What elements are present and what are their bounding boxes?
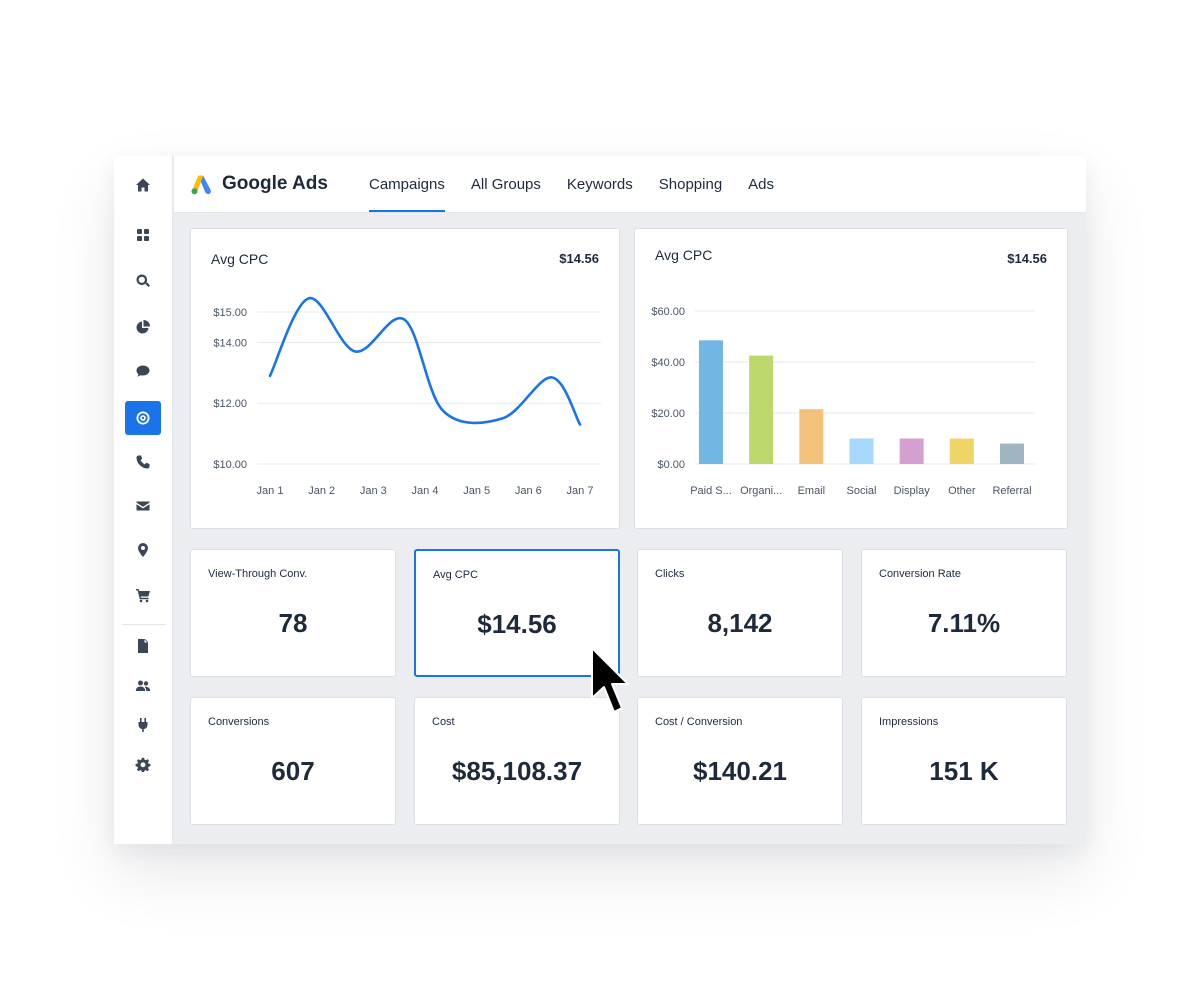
x-tick-label: Organi...: [740, 485, 782, 497]
kpi-label: View-Through Conv.: [208, 568, 308, 580]
tab-keywords[interactable]: Keywords: [566, 176, 633, 193]
app-title: Google Ads: [222, 173, 328, 194]
kpi-value: 151 K: [929, 756, 999, 786]
x-tick-label: Referral: [992, 485, 1031, 497]
y-tick-label: $12.00: [213, 398, 247, 410]
cart-icon[interactable]: [125, 578, 161, 612]
kpi-label: Conversions: [208, 716, 270, 728]
target-icon[interactable]: [125, 401, 161, 435]
x-tick-label: Other: [948, 485, 976, 497]
document-icon[interactable]: [125, 629, 161, 663]
kpi-card[interactable]: Avg CPC $14.56: [414, 549, 620, 677]
dashboard-window: Google Ads Campaigns All Groups Keywords Sh…: [114, 156, 1086, 844]
y-tick-label: $15.00: [213, 307, 247, 319]
x-tick-label: Jan 6: [515, 485, 542, 497]
bar: [699, 340, 723, 464]
x-tick-label: Jan 5: [463, 485, 490, 497]
y-tick-label: $10.00: [213, 459, 247, 471]
kpi-value: $140.21: [693, 756, 787, 786]
bar-chart: $60.00 $40.00 $20.00 $0.00 Paid S... Organi..…: [651, 306, 1035, 497]
x-tick-label: Social: [847, 485, 877, 497]
kpi-value: 78: [278, 608, 308, 638]
bar: [849, 438, 874, 464]
bar-chart-panel: Avg CPC $14.56 $60.00 $40.00 $20.00 $0.00 Pa…: [634, 228, 1068, 529]
kpi-card[interactable]: Impressions 151 K: [861, 697, 1067, 825]
tab-campaigns[interactable]: Campaigns: [369, 156, 445, 212]
line-chart-title: Avg CPC: [211, 251, 269, 267]
google-ads-logo-icon: [191, 175, 211, 195]
kpi-value: $14.56: [477, 609, 557, 639]
y-tick-label: $60.00: [651, 306, 685, 318]
y-tick-label: $0.00: [657, 459, 685, 471]
mail-icon[interactable]: [125, 489, 161, 523]
tab-ads[interactable]: Ads: [748, 176, 775, 193]
tab-bar: Campaigns All Groups Keywords Shopping Ads: [369, 156, 800, 212]
users-icon[interactable]: [125, 669, 161, 703]
sidebar: [114, 156, 173, 844]
pie-chart-icon[interactable]: [125, 310, 161, 344]
x-tick-label: Email: [798, 485, 826, 497]
avg-cpc-line: [268, 297, 582, 426]
chat-icon[interactable]: [125, 354, 161, 388]
kpi-label: Conversion Rate: [879, 568, 961, 580]
phone-icon[interactable]: [125, 445, 161, 479]
location-pin-icon[interactable]: [125, 533, 161, 567]
top-bar: Google Ads Campaigns All Groups Keywords Sh…: [174, 156, 1086, 213]
kpi-value: 7.11%: [927, 608, 1001, 638]
bar: [899, 438, 924, 464]
dashboard-icon[interactable]: [125, 218, 161, 252]
y-tick-label: $20.00: [651, 408, 685, 420]
brand: Google Ads: [190, 173, 328, 195]
x-tick-label: Jan 4: [412, 485, 439, 497]
kpi-label: Avg CPC: [433, 569, 479, 581]
search-icon[interactable]: [125, 264, 161, 298]
mouse-cursor-icon: [591, 647, 629, 713]
bar: [799, 409, 824, 464]
kpi-label: Cost: [432, 716, 455, 728]
kpi-card[interactable]: Conversion Rate 7.11%: [861, 549, 1067, 677]
bar: [949, 438, 974, 464]
x-tick-label: Paid S...: [690, 485, 732, 497]
home-icon[interactable]: [125, 168, 161, 202]
sidebar-divider: [122, 624, 166, 625]
kpi-label: Clicks: [655, 568, 685, 580]
y-tick-label: $14.00: [213, 337, 247, 349]
line-chart: $15.00 $14.00 $12.00 $10.00 Jan 1 Jan 2 Jan 3 J…: [213, 297, 601, 497]
kpi-label: Impressions: [879, 716, 939, 728]
line-chart-value: $14.56: [559, 251, 599, 266]
x-tick-label: Jan 3: [360, 485, 387, 497]
bar-chart-title: Avg CPC: [655, 247, 713, 263]
bar-chart-value: $14.56: [1007, 251, 1047, 266]
gear-icon[interactable]: [125, 748, 161, 782]
x-tick-label: Display: [894, 485, 931, 497]
kpi-value: $85,108.37: [451, 756, 583, 786]
x-tick-label: Jan 2: [308, 485, 335, 497]
kpi-label: Cost / Conversion: [655, 716, 743, 728]
x-tick-label: Jan 7: [567, 485, 594, 497]
kpi-value: 8,142: [707, 608, 773, 638]
kpi-card[interactable]: Clicks 8,142: [637, 549, 843, 677]
kpi-card[interactable]: Cost $85,108.37: [414, 697, 620, 825]
y-tick-label: $40.00: [651, 357, 685, 369]
x-tick-label: Jan 1: [257, 485, 284, 497]
kpi-card[interactable]: View-Through Conv. 78: [190, 549, 396, 677]
bar: [749, 355, 774, 464]
plug-icon[interactable]: [125, 708, 161, 742]
kpi-card[interactable]: Conversions 607: [190, 697, 396, 825]
line-chart-panel: Avg CPC $14.56 $15.00 $14.00 $12.00 $10.00 J…: [190, 228, 620, 529]
kpi-value: 607: [271, 756, 315, 786]
kpi-card[interactable]: Cost / Conversion $140.21: [637, 697, 843, 825]
bar: [1000, 443, 1024, 464]
tab-shopping[interactable]: Shopping: [658, 176, 723, 193]
tab-all-groups[interactable]: All Groups: [470, 176, 541, 193]
